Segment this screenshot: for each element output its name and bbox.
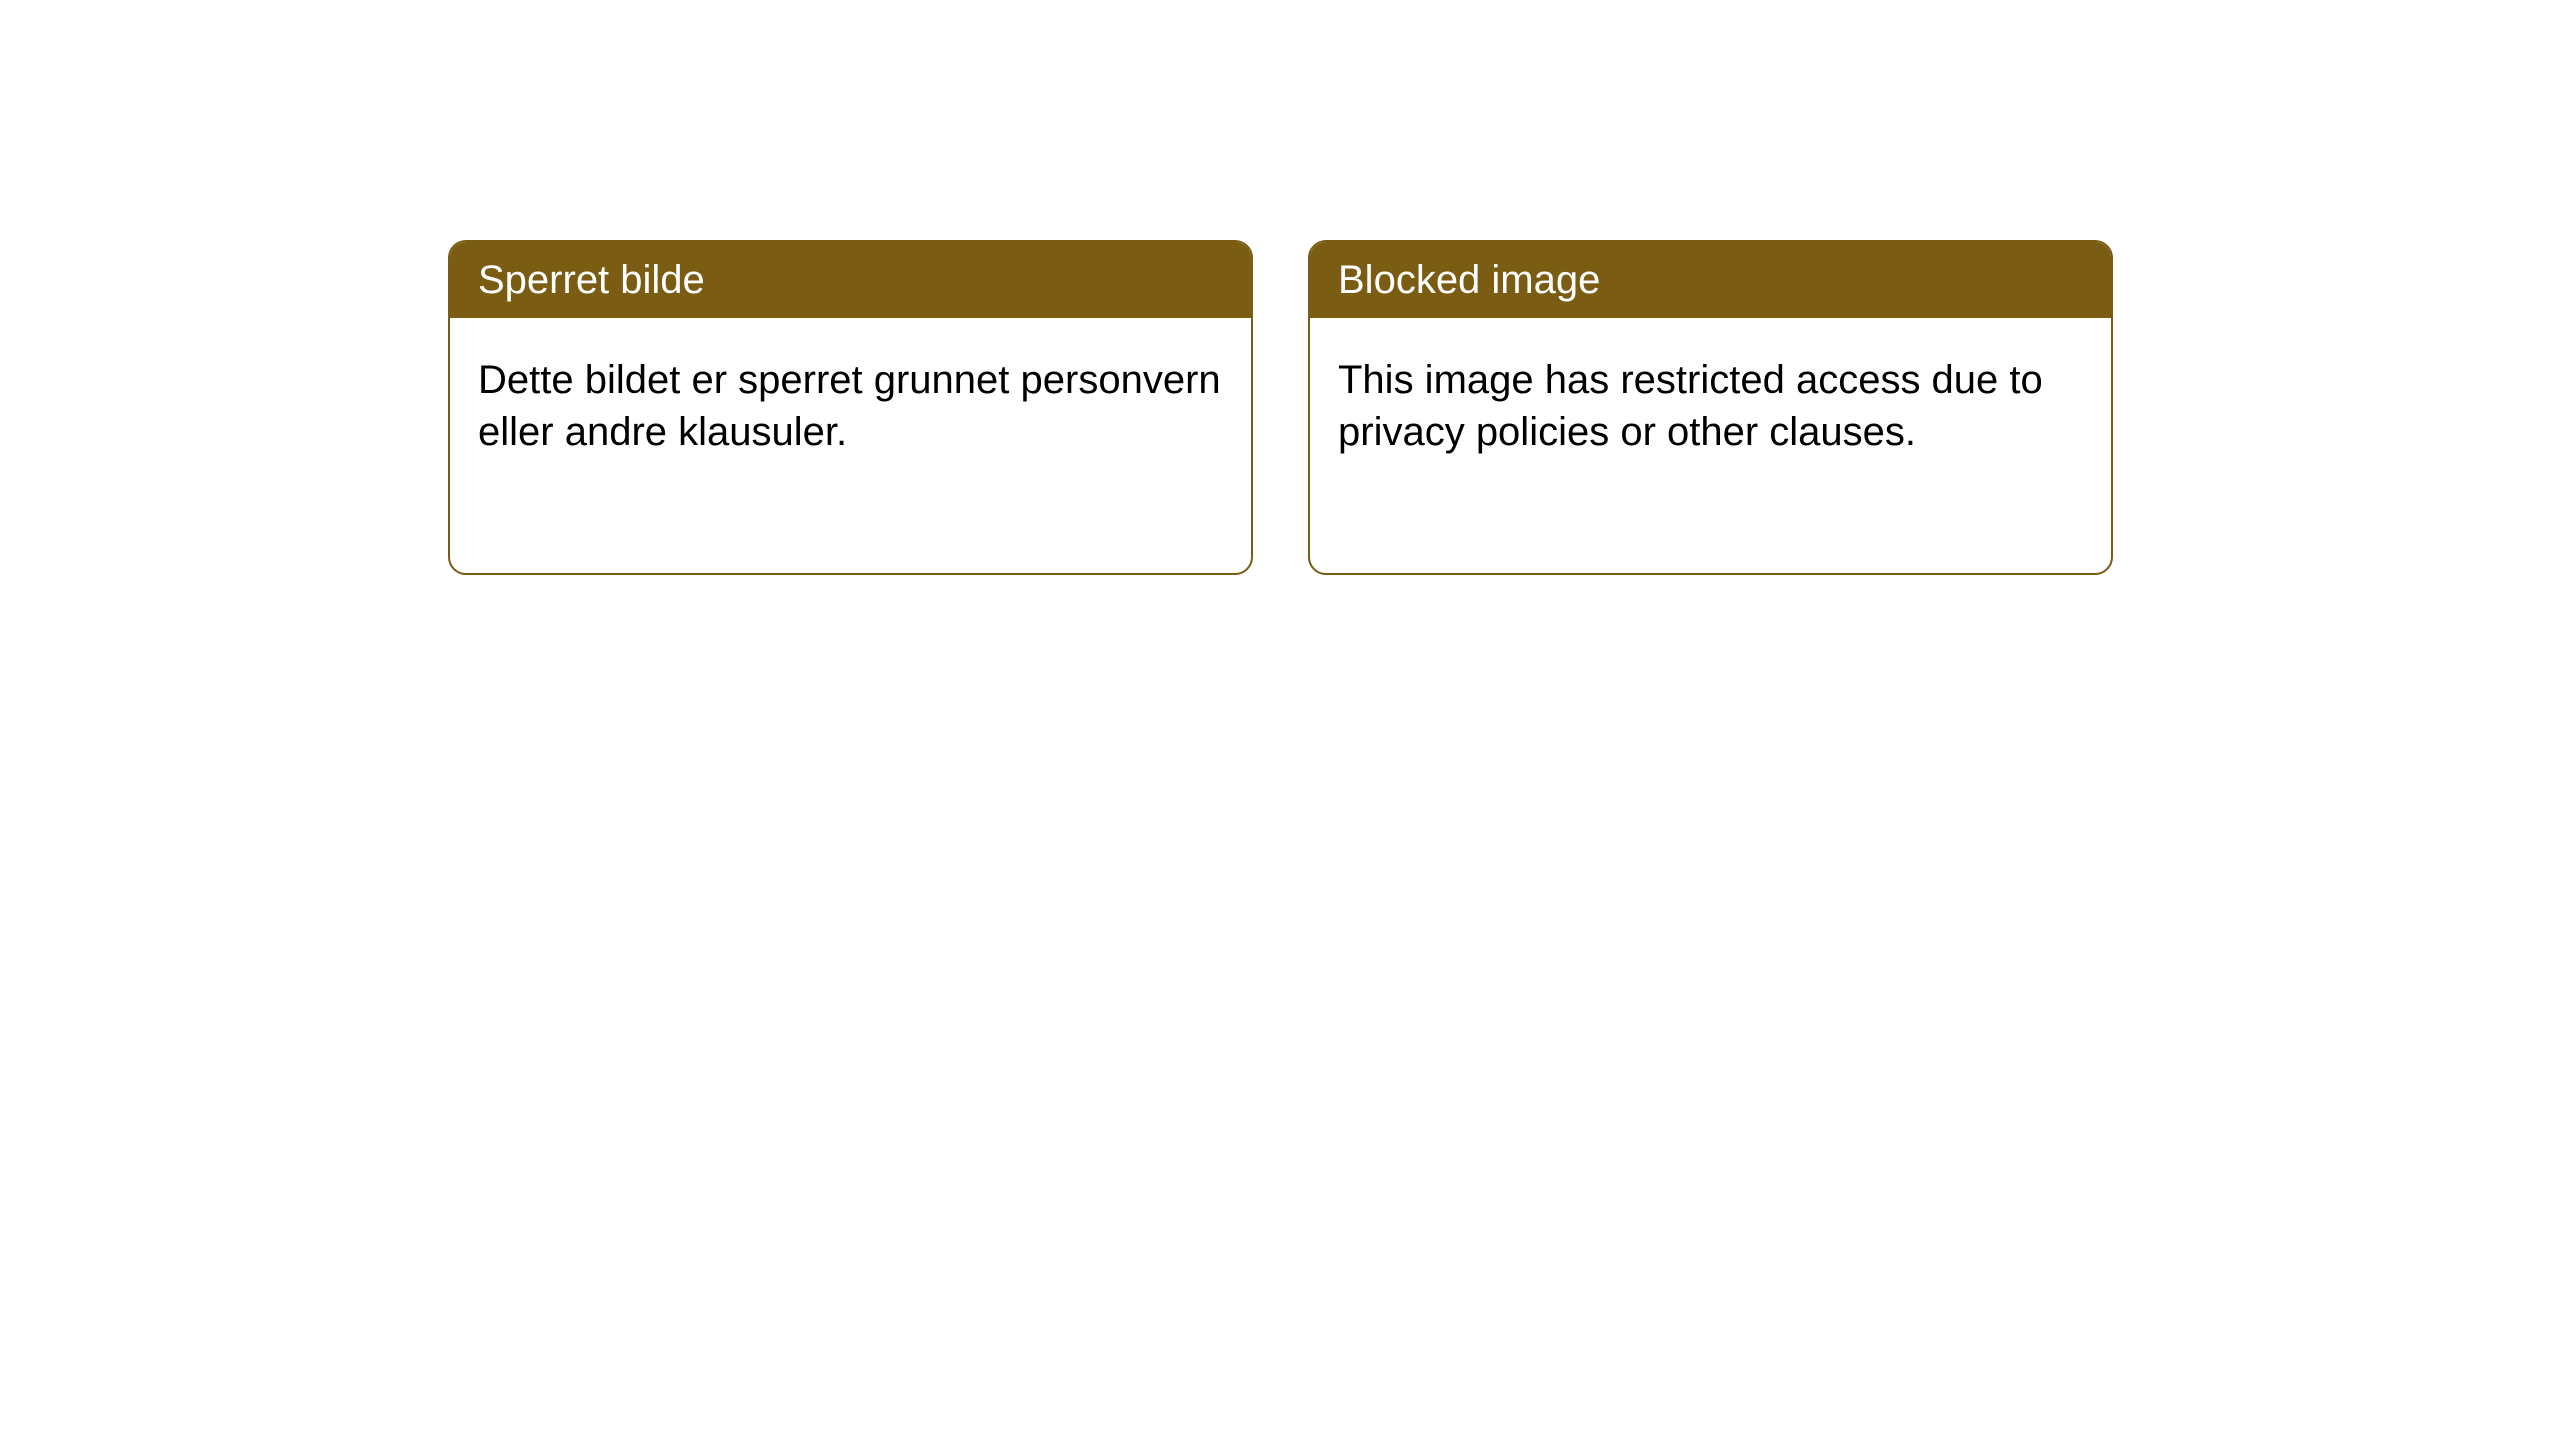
card-header-english: Blocked image xyxy=(1310,242,2111,318)
card-body-english: This image has restricted access due to … xyxy=(1310,318,2111,494)
notice-cards-container: Sperret bilde Dette bildet er sperret gr… xyxy=(448,240,2113,575)
card-body-norwegian: Dette bildet er sperret grunnet personve… xyxy=(450,318,1251,494)
notice-card-norwegian: Sperret bilde Dette bildet er sperret gr… xyxy=(448,240,1253,575)
card-header-norwegian: Sperret bilde xyxy=(450,242,1251,318)
notice-card-english: Blocked image This image has restricted … xyxy=(1308,240,2113,575)
